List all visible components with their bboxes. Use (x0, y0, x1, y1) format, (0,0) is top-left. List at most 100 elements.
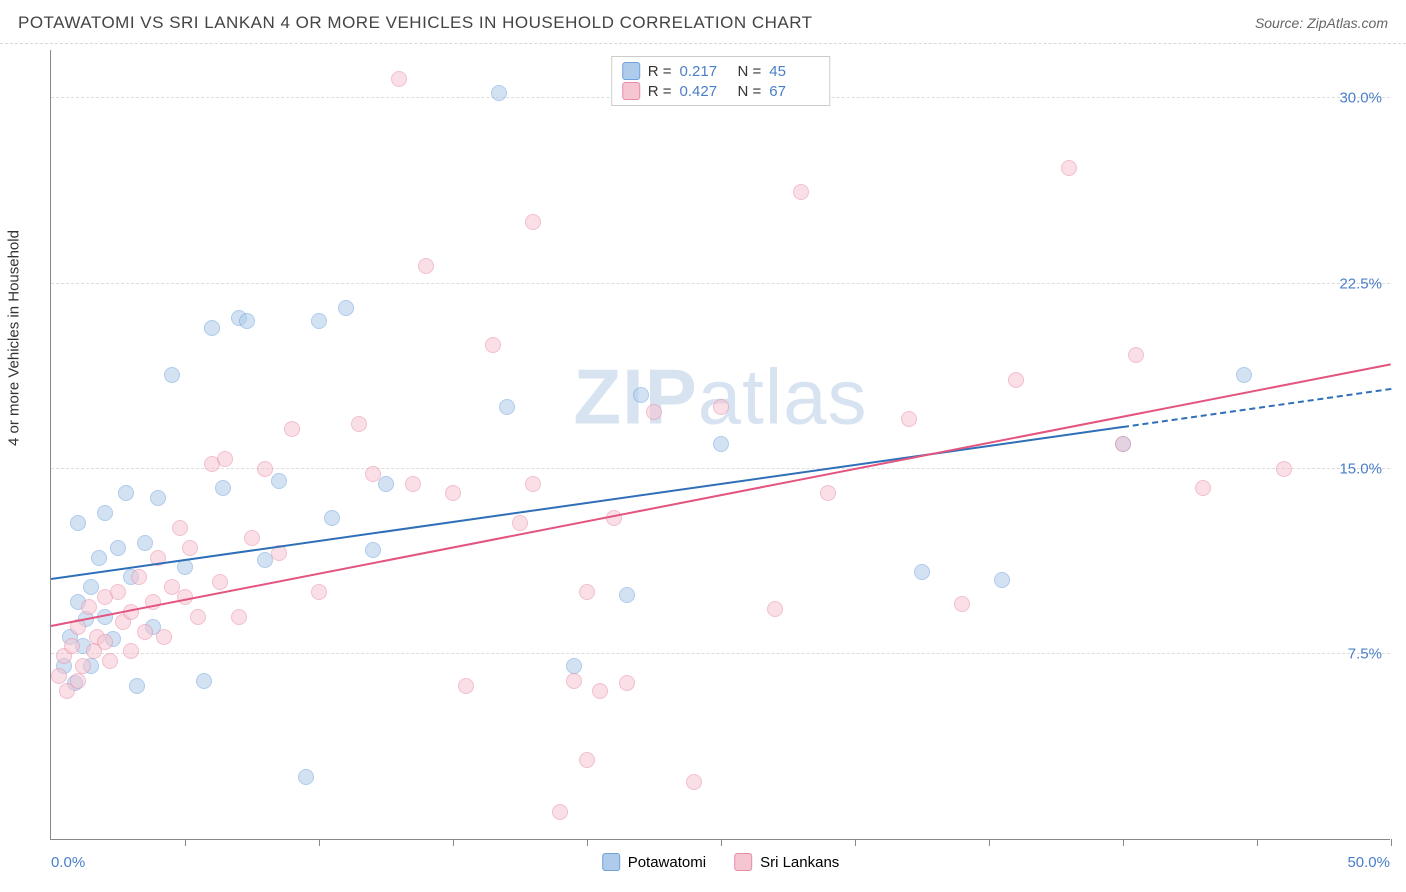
data-point (137, 624, 153, 640)
data-point (257, 461, 273, 477)
stat-label: N = (738, 63, 762, 80)
data-point (271, 473, 287, 489)
data-point (458, 678, 474, 694)
data-point (1276, 461, 1292, 477)
x-tick (855, 839, 856, 846)
data-point (164, 367, 180, 383)
x-tick (989, 839, 990, 846)
stat-n-value: 45 (769, 63, 819, 80)
data-point (311, 584, 327, 600)
data-point (686, 774, 702, 790)
data-point (123, 643, 139, 659)
data-point (525, 476, 541, 492)
x-tick (453, 839, 454, 846)
data-point (391, 71, 407, 87)
x-tick (319, 839, 320, 846)
data-point (212, 574, 228, 590)
data-point (298, 769, 314, 785)
data-point (110, 540, 126, 556)
data-point (129, 678, 145, 694)
data-point (914, 564, 930, 580)
stat-r-value: 0.427 (680, 83, 730, 100)
stat-label: R = (648, 83, 672, 100)
x-tick (1257, 839, 1258, 846)
data-point (566, 658, 582, 674)
data-point (137, 535, 153, 551)
data-point (365, 466, 381, 482)
data-point (767, 601, 783, 617)
legend-item: Sri Lankans (734, 853, 839, 871)
data-point (284, 421, 300, 437)
data-point (901, 411, 917, 427)
data-point (70, 515, 86, 531)
data-point (1236, 367, 1252, 383)
data-point (177, 559, 193, 575)
data-point (324, 510, 340, 526)
x-max-label: 50.0% (1347, 854, 1390, 871)
data-point (231, 609, 247, 625)
data-point (131, 569, 147, 585)
stats-legend: R =0.217N =45R =0.427N =67 (611, 56, 831, 106)
data-point (1061, 160, 1077, 176)
data-point (244, 530, 260, 546)
gridline (51, 468, 1390, 469)
data-point (81, 599, 97, 615)
data-point (118, 485, 134, 501)
x-tick (1391, 839, 1392, 846)
data-point (102, 653, 118, 669)
y-tick-label: 15.0% (1339, 460, 1382, 477)
data-point (91, 550, 107, 566)
data-point (525, 214, 541, 230)
data-point (97, 634, 113, 650)
data-point (51, 668, 67, 684)
y-tick-label: 7.5% (1348, 645, 1382, 662)
x-tick (1123, 839, 1124, 846)
legend-swatch (622, 62, 640, 80)
data-point (793, 184, 809, 200)
data-point (217, 451, 233, 467)
data-point (713, 399, 729, 415)
data-point (552, 804, 568, 820)
data-point (1115, 436, 1131, 452)
data-point (110, 584, 126, 600)
x-tick (185, 839, 186, 846)
legend-swatch (622, 82, 640, 100)
data-point (351, 416, 367, 432)
y-axis-label: 4 or more Vehicles in Household (6, 230, 23, 446)
data-point (1128, 347, 1144, 363)
data-point (156, 629, 172, 645)
data-point (994, 572, 1010, 588)
data-point (485, 337, 501, 353)
data-point (215, 480, 231, 496)
data-point (445, 485, 461, 501)
data-point (579, 752, 595, 768)
data-point (633, 387, 649, 403)
data-point (239, 313, 255, 329)
data-point (97, 505, 113, 521)
data-point (592, 683, 608, 699)
data-point (1008, 372, 1024, 388)
series-legend: PotawatomiSri Lankans (602, 853, 840, 871)
data-point (954, 596, 970, 612)
gridline (51, 653, 1390, 654)
data-point (70, 673, 86, 689)
data-point (418, 258, 434, 274)
data-point (579, 584, 595, 600)
stat-label: R = (648, 63, 672, 80)
data-point (491, 85, 507, 101)
stat-n-value: 67 (769, 83, 819, 100)
data-point (713, 436, 729, 452)
data-point (499, 399, 515, 415)
data-point (646, 404, 662, 420)
data-point (311, 313, 327, 329)
data-point (378, 476, 394, 492)
gridline (51, 283, 1390, 284)
data-point (338, 300, 354, 316)
watermark: ZIPatlas (573, 352, 867, 443)
data-point (365, 542, 381, 558)
data-point (196, 673, 212, 689)
legend-swatch (734, 853, 752, 871)
stat-r-value: 0.217 (680, 63, 730, 80)
data-point (190, 609, 206, 625)
data-point (512, 515, 528, 531)
